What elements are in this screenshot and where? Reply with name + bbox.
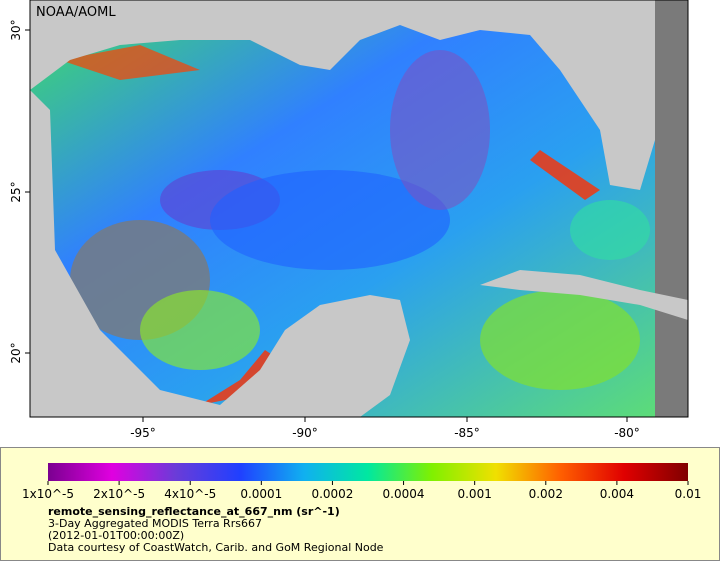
legend-line: 3-Day Aggregated MODIS Terra Rrs667	[48, 517, 262, 530]
colorbar	[48, 463, 688, 481]
lat-label: 25°	[9, 181, 23, 202]
colorbar-label: 1x10^-5	[22, 487, 74, 501]
lon-label: -85°	[454, 426, 480, 440]
map-frame	[29, 0, 689, 418]
colorbar-labels: 1x10^-5 2x10^-5 4x10^-5 0.0001 0.0002 0.0004 0…	[22, 481, 701, 501]
lon-label: -95°	[130, 426, 156, 440]
colorbar-label: 0.004	[600, 487, 634, 501]
colorbar-label: 0.0001	[240, 487, 282, 501]
colorbar-label: 0.002	[529, 487, 563, 501]
credit: NOAA/AOML	[36, 5, 116, 20]
colorbar-label: 0.01	[675, 487, 702, 501]
lat-label: 30°	[9, 19, 23, 40]
colorbar-label: 0.0004	[383, 487, 425, 501]
lon-label: -80°	[614, 426, 640, 440]
colorbar-label: 0.0002	[311, 487, 353, 501]
variable-name: remote_sensing_reflectance_at_667_nm (sr…	[48, 505, 340, 518]
legend-line: (2012-01-01T00:00:00Z)	[48, 529, 184, 542]
axes: 30° 25° 20° -95° -90° -85° -80°	[9, 19, 640, 440]
lat-label: 20°	[9, 342, 23, 363]
colorbar-label: 2x10^-5	[93, 487, 145, 501]
colorbar-label: 4x10^-5	[164, 487, 216, 501]
colorbar-label: 0.001	[457, 487, 491, 501]
lon-label: -90°	[292, 426, 318, 440]
legend-line: Data courtesy of CoastWatch, Carib. and …	[48, 541, 384, 554]
map	[30, 0, 688, 417]
